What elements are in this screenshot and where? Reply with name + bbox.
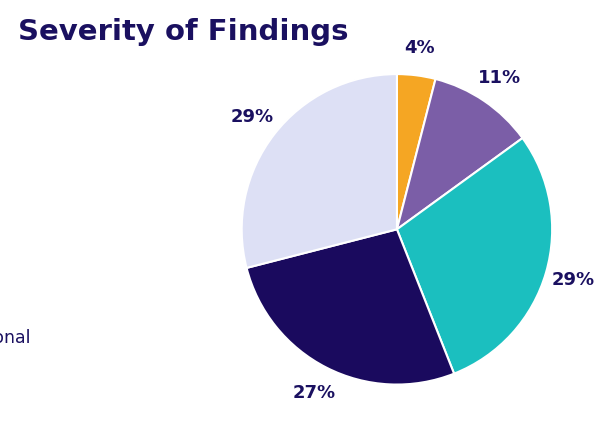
- Text: 11%: 11%: [478, 69, 521, 87]
- Text: 29%: 29%: [551, 271, 594, 289]
- Text: 27%: 27%: [292, 384, 335, 401]
- Wedge shape: [247, 229, 454, 385]
- Text: Severity of Findings: Severity of Findings: [18, 18, 348, 45]
- Legend: Critical, High, Informational, Low, Medium: Critical, High, Informational, Low, Medi…: [0, 266, 38, 410]
- Text: 29%: 29%: [231, 108, 274, 126]
- Text: 4%: 4%: [405, 39, 435, 56]
- Wedge shape: [397, 74, 436, 229]
- Wedge shape: [397, 138, 552, 374]
- Wedge shape: [397, 79, 522, 229]
- Wedge shape: [242, 74, 397, 268]
